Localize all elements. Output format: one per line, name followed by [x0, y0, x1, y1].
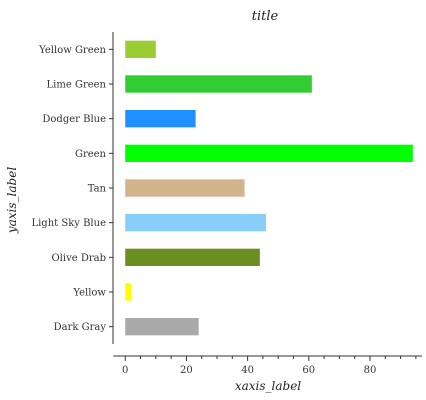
y-tick-label-yellow: Yellow: [72, 288, 106, 299]
y-axis: Dark Gray Yellow Olive Drab Light Sky Blue T…: [31, 32, 114, 344]
bar-tan: [125, 179, 245, 197]
x-axis: 0 20 40 60 80: [113, 355, 422, 376]
bar-yellow: [125, 283, 132, 301]
y-tick-label-green: Green: [75, 149, 107, 160]
bar-lime-green: [125, 75, 312, 93]
bar-dark-gray: [125, 318, 199, 336]
bars-group: [125, 40, 413, 336]
bar-dodger-blue: [125, 110, 196, 128]
bar-green: [125, 144, 413, 162]
x-axis-label: xaxis_label: [235, 379, 301, 393]
x-tick-label-20: 20: [180, 365, 193, 376]
bar-yellow-green: [125, 40, 156, 58]
y-tick-label-light-sky-blue: Light Sky Blue: [31, 218, 106, 229]
y-tick-label-tan: Tan: [88, 184, 107, 195]
y-tick-label-dark-gray: Dark Gray: [54, 322, 107, 333]
y-tick-label-olive-drab: Olive Drab: [51, 253, 106, 264]
chart-title: title: [252, 9, 279, 24]
x-tick-label-80: 80: [364, 365, 377, 376]
x-tick-label-60: 60: [302, 365, 315, 376]
bar-light-sky-blue: [125, 214, 266, 232]
y-axis-label: yaxis_label: [5, 167, 19, 234]
y-tick-label-dodger-blue: Dodger Blue: [42, 114, 106, 125]
y-tick-label-yellow-green: Yellow Green: [38, 45, 106, 56]
x-tick-label-40: 40: [241, 365, 254, 376]
x-tick-label-0: 0: [122, 365, 128, 376]
bar-olive-drab: [125, 248, 260, 266]
y-tick-label-lime-green: Lime Green: [47, 80, 107, 91]
